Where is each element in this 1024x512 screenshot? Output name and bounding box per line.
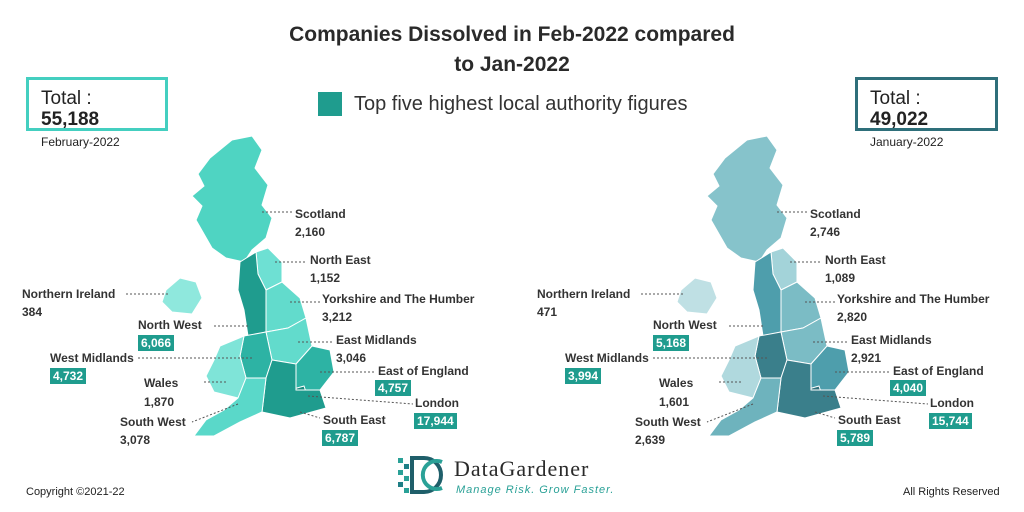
title-line-1: Companies Dissolved in Feb-2022 compared xyxy=(289,23,735,46)
jan-region-wales xyxy=(720,335,762,399)
feb-region-wm xyxy=(239,331,273,379)
feb-period: February-2022 xyxy=(41,135,120,149)
title-line-2: to Jan-2022 xyxy=(454,53,570,76)
jan-total-value: 49,022 xyxy=(870,109,929,130)
jan-value-north-east: 1,089 xyxy=(825,271,856,285)
legend-swatch xyxy=(318,92,342,116)
jan-label-north-west: North West xyxy=(653,318,717,332)
feb-value-north-west: 6,066 xyxy=(138,335,175,351)
jan-label-south-east: South East xyxy=(838,413,901,427)
jan-label-london: London xyxy=(930,396,974,410)
jan-value-london: 15,744 xyxy=(929,413,972,429)
legend-label: Top five highest local authority figures xyxy=(354,92,688,115)
jan-total-label: Total : xyxy=(870,88,921,109)
jan-value-east-midlands: 2,921 xyxy=(851,351,882,365)
jan-value-yorkshire: 2,820 xyxy=(837,310,868,324)
feb-value-south-east: 6,787 xyxy=(322,430,359,446)
feb-label-east-midlands: East Midlands xyxy=(336,333,417,347)
jan-region-wm xyxy=(754,331,788,379)
feb-value-east-midlands: 3,046 xyxy=(336,351,367,365)
feb-label-yorkshire: Yorkshire and The Humber xyxy=(322,292,475,306)
feb-region-wales xyxy=(205,335,247,399)
feb-region-scotland xyxy=(191,135,273,263)
leader-lines xyxy=(124,211,929,423)
feb-label-northern-ireland: Northern Ireland xyxy=(22,287,116,301)
datagardener-logo: DataGardener Manage Risk. Grow Faster. xyxy=(396,452,636,498)
feb-value-northern-ireland: 384 xyxy=(22,305,43,319)
jan-region-ni xyxy=(676,277,718,315)
feb-value-london: 17,944 xyxy=(414,413,457,429)
jan-label-south-west: South West xyxy=(635,415,701,429)
feb-region-se xyxy=(261,359,327,419)
copyright-text: Copyright ©2021-22 xyxy=(26,486,125,498)
feb-label-west-midlands: West Midlands xyxy=(50,351,134,365)
feb-total-value: 55,188 xyxy=(41,109,100,130)
jan-value-scotland: 2,746 xyxy=(810,225,841,239)
jan-label-wales: Wales xyxy=(659,376,694,390)
feb-value-west-midlands: 4,732 xyxy=(50,368,87,384)
logo-name: DataGardener xyxy=(454,456,590,481)
jan-label-north-east: North East xyxy=(825,253,886,267)
jan-value-wales: 1,601 xyxy=(659,395,690,409)
jan-map xyxy=(676,135,850,437)
feb-total-box: Total : 55,188 February-2022 xyxy=(26,77,168,149)
jan-value-south-west: 2,639 xyxy=(635,433,666,447)
feb-label-london: London xyxy=(415,396,459,410)
jan-value-south-east: 5,789 xyxy=(837,430,874,446)
jan-value-northern-ireland: 471 xyxy=(537,305,558,319)
feb-total-label: Total : xyxy=(41,88,92,109)
jan-total-box: Total : 49,022 January-2022 xyxy=(855,77,998,149)
jan-value-north-west: 5,168 xyxy=(653,335,690,351)
feb-value-east-of-england: 4,757 xyxy=(375,380,412,396)
rights-text: All Rights Reserved xyxy=(903,486,1000,498)
feb-value-yorkshire: 3,212 xyxy=(322,310,353,324)
jan-value-west-midlands: 3,994 xyxy=(565,368,602,384)
feb-value-north-east: 1,152 xyxy=(310,271,341,285)
jan-label-yorkshire: Yorkshire and The Humber xyxy=(837,292,990,306)
feb-label-east-of-england: East of England xyxy=(378,364,469,378)
jan-region-se xyxy=(776,359,842,419)
jan-label-east-of-england: East of England xyxy=(893,364,984,378)
jan-value-east-of-england: 4,040 xyxy=(890,380,927,396)
feb-label-south-east: South East xyxy=(323,413,386,427)
feb-value-scotland: 2,160 xyxy=(295,225,326,239)
jan-label-east-midlands: East Midlands xyxy=(851,333,932,347)
page-title: Companies Dissolved in Feb-2022 compared… xyxy=(212,20,812,80)
feb-label-north-east: North East xyxy=(310,253,371,267)
logo-tagline: Manage Risk. Grow Faster. xyxy=(456,484,615,496)
jan-period: January-2022 xyxy=(870,135,944,149)
feb-label-scotland: Scotland xyxy=(295,207,346,221)
map-legend: Top five highest local authority figures xyxy=(318,92,688,116)
jan-region-scotland xyxy=(706,135,788,263)
feb-value-wales: 1,870 xyxy=(144,395,175,409)
logo-mark-icon xyxy=(398,456,443,494)
jan-label-northern-ireland: Northern Ireland xyxy=(537,287,631,301)
feb-map xyxy=(161,135,335,437)
feb-value-south-west: 3,078 xyxy=(120,433,151,447)
feb-label-north-west: North West xyxy=(138,318,202,332)
feb-label-wales: Wales xyxy=(144,376,179,390)
jan-label-west-midlands: West Midlands xyxy=(565,351,649,365)
feb-region-ni xyxy=(161,277,203,315)
feb-label-south-west: South West xyxy=(120,415,186,429)
jan-label-scotland: Scotland xyxy=(810,207,861,221)
